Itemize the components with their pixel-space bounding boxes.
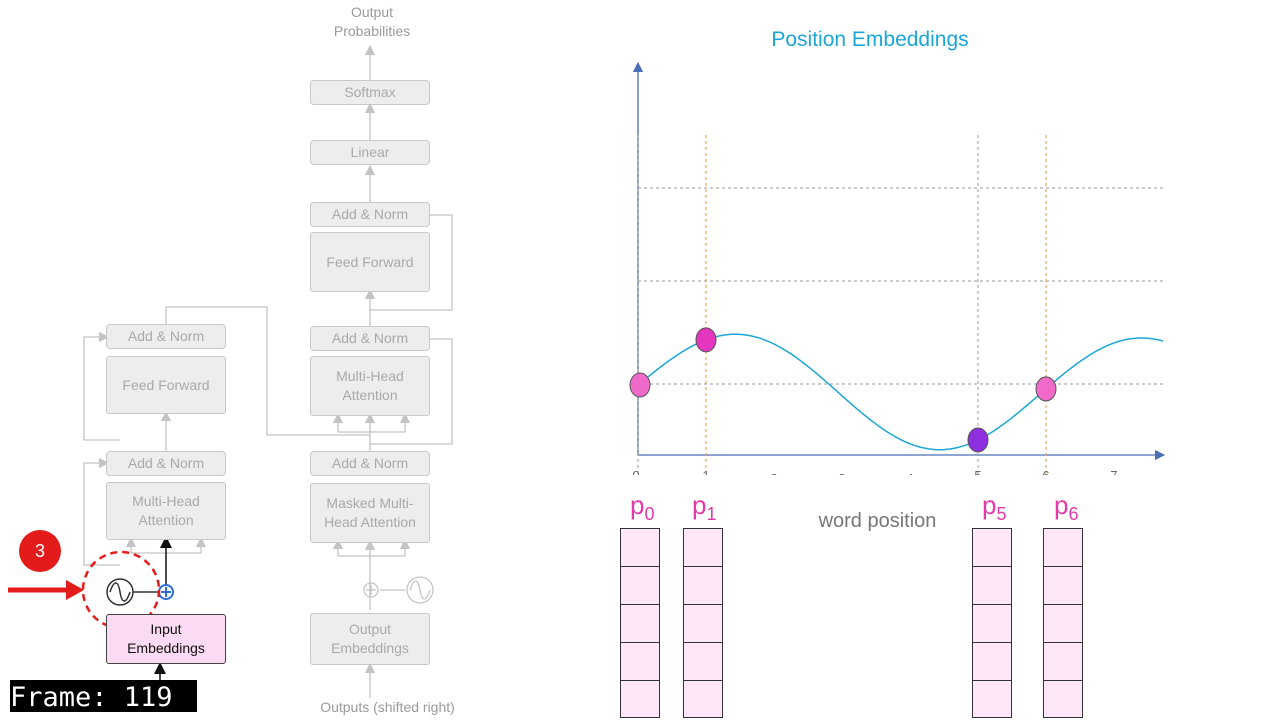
vector-cell [973, 567, 1011, 605]
x-tick-label: 0 [632, 468, 639, 475]
decoder-feed-forward-block: Feed Forward [310, 232, 430, 292]
vector-cell [684, 681, 722, 719]
encoder-multi-head-attention-block: Multi-Head Attention [106, 482, 226, 540]
position-vector [683, 528, 723, 718]
vector-cell [973, 681, 1011, 719]
encoder-add-norm-top: Add & Norm [106, 324, 226, 349]
x-tick-label: 6 [1042, 468, 1049, 475]
vector-cell [621, 605, 659, 643]
softmax-block: Softmax [310, 80, 430, 105]
vector-cell [621, 681, 659, 719]
vector-cell [1044, 529, 1082, 567]
position-point [695, 327, 717, 353]
vector-cell [1044, 643, 1082, 681]
position-embedding-chart: 0 1 2 3 4 5 6 7 [629, 61, 1166, 475]
embedding-curve [637, 333, 1164, 451]
decoder-add-norm-mid: Add & Norm [310, 326, 430, 351]
chart-title: Position Embeddings [771, 28, 969, 51]
encoder-add-norm-bottom: Add & Norm [106, 451, 226, 476]
output-probabilities-label: Output Probabilities [333, 4, 411, 39]
vector-cell [1044, 605, 1082, 643]
step-badge: 3 [19, 530, 61, 572]
vector-cell [621, 529, 659, 567]
vector-cell [1044, 681, 1082, 719]
masked-multi-head-attention-block: Masked Multi- Head Attention [310, 483, 430, 543]
linear-block: Linear [310, 140, 430, 165]
x-tick-label: 4 [906, 471, 913, 475]
position-point [1035, 376, 1057, 402]
vector-cell [684, 605, 722, 643]
x-tick-label: 3 [838, 471, 845, 475]
vector-cell [973, 643, 1011, 681]
output-embeddings-block: Output Embeddings [310, 613, 430, 665]
vector-cell [1044, 567, 1082, 605]
input-embeddings-block: Input Embeddings [106, 614, 226, 664]
decoder-add-norm-bottom: Add & Norm [310, 451, 430, 476]
encoder-feed-forward-block: Feed Forward [106, 356, 226, 414]
vector-cell [684, 643, 722, 681]
x-axis-label: word position [818, 510, 937, 532]
decoder-add-norm-top: Add & Norm [310, 202, 430, 227]
vector-cell [684, 529, 722, 567]
vector-cell [973, 605, 1011, 643]
position-vector-label: p1 [692, 490, 717, 525]
x-tick-label: 7 [1110, 468, 1117, 475]
x-tick-label: 1 [702, 468, 709, 475]
x-tick-label: 2 [770, 471, 777, 475]
position-vector [1043, 528, 1083, 718]
position-vector [972, 528, 1012, 718]
outputs-shifted-right-label: Outputs (shifted right) [320, 699, 455, 715]
decoder-multi-head-attention-block: Multi-Head Attention [310, 356, 430, 416]
position-vector-label: p6 [1054, 490, 1079, 525]
position-vector [620, 528, 660, 718]
position-point [967, 427, 989, 453]
vector-cell [684, 567, 722, 605]
position-vector-label: p0 [630, 490, 655, 525]
frame-label: Frame: 119 [10, 680, 197, 712]
vector-cell [621, 567, 659, 605]
vector-cell [621, 643, 659, 681]
position-vector-label: p5 [982, 490, 1007, 525]
x-tick-label: 5 [974, 468, 981, 475]
position-point [629, 372, 651, 398]
architecture-connectors [8, 44, 453, 700]
vector-cell [973, 529, 1011, 567]
